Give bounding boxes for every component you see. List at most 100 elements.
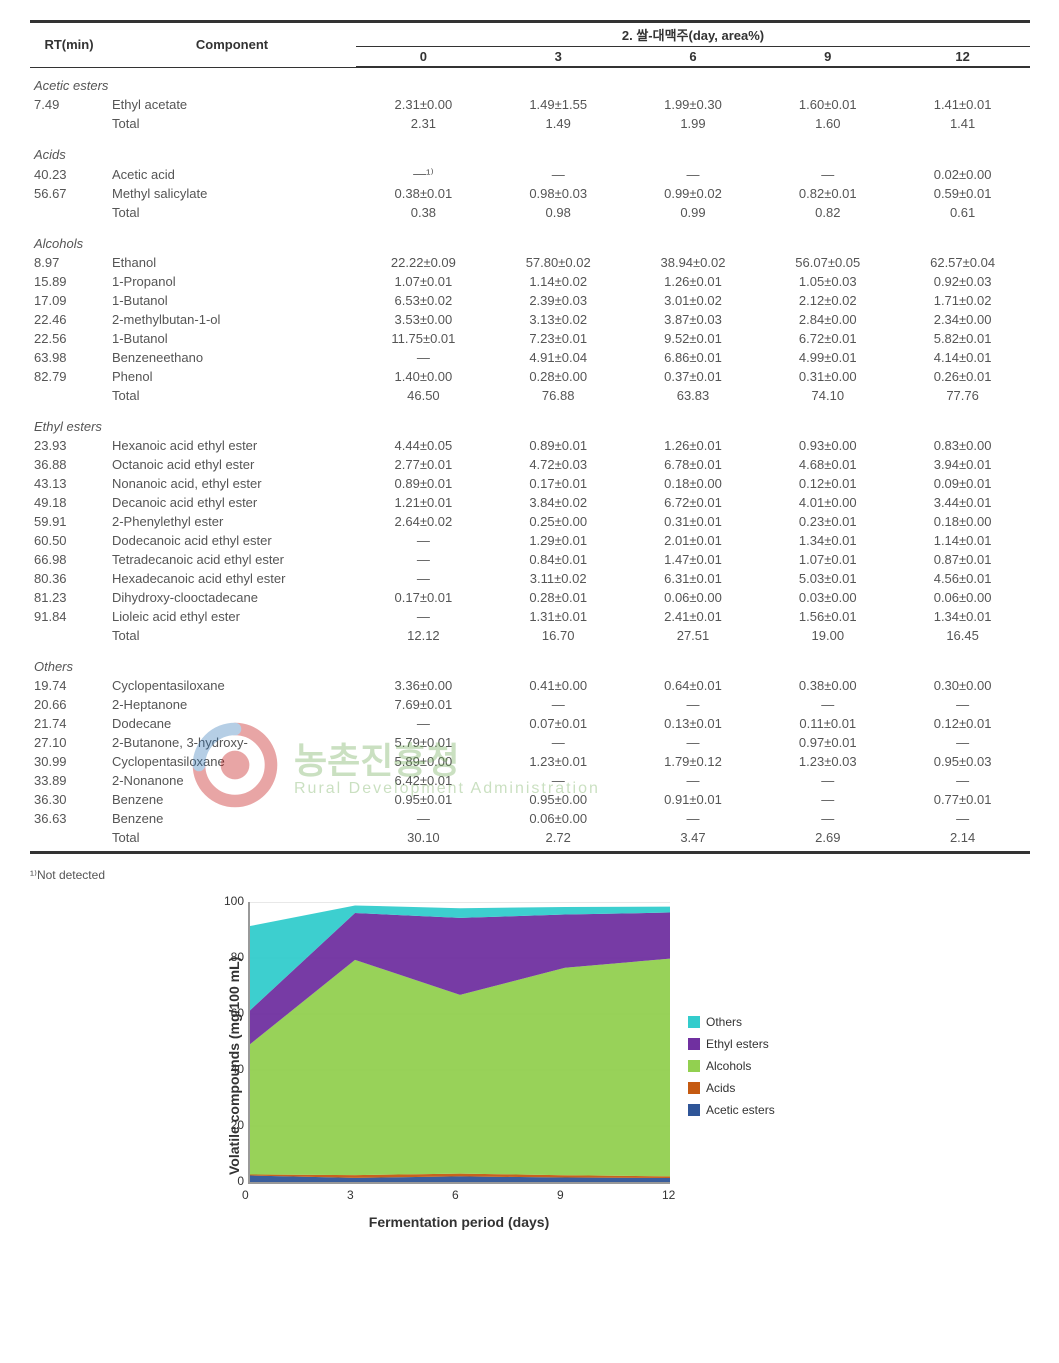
total-value: 74.10 [760, 386, 895, 409]
total-row: Total2.311.491.991.601.41 [30, 114, 1030, 137]
cell-value: 0.31±0.00 [760, 367, 895, 386]
total-value: 2.69 [760, 828, 895, 853]
total-row: Total0.380.980.990.820.61 [30, 203, 1030, 226]
cell-component: Methyl salicylate [108, 184, 356, 203]
cell-rt: 59.91 [30, 512, 108, 531]
chart-ytick: 60 [216, 1006, 244, 1020]
total-label: Total [108, 828, 356, 853]
cell-rt: 43.13 [30, 474, 108, 493]
table-row: 7.49Ethyl acetate2.31±0.001.49±1.551.99±… [30, 95, 1030, 114]
cell-value: 0.06±0.00 [626, 588, 761, 607]
cell-rt: 19.74 [30, 676, 108, 695]
cell-value: 0.06±0.00 [895, 588, 1030, 607]
cell-value: 3.11±0.02 [491, 569, 626, 588]
cell-value: — [491, 695, 626, 714]
cell-component: Cyclopentasiloxane [108, 752, 356, 771]
table-row: 36.88Octanoic acid ethyl ester2.77±0.014… [30, 455, 1030, 474]
cell-value: 1.41±0.01 [895, 95, 1030, 114]
table-row: 15.891-Propanol1.07±0.011.14±0.021.26±0.… [30, 272, 1030, 291]
cell-value: 3.36±0.00 [356, 676, 491, 695]
cell-value: 2.12±0.02 [760, 291, 895, 310]
chart-ytick: 0 [216, 1174, 244, 1188]
cell-value: — [626, 771, 761, 790]
cell-value: 6.31±0.01 [626, 569, 761, 588]
col-day: 9 [760, 47, 895, 68]
cell-value: 0.89±0.01 [356, 474, 491, 493]
cell-value: — [491, 164, 626, 184]
total-value: 76.88 [491, 386, 626, 409]
section-header: Alcohols [30, 226, 1030, 253]
cell-value: — [895, 695, 1030, 714]
legend-label: Others [706, 1015, 742, 1029]
table-row: 40.23Acetic acid—¹⁾———0.02±0.00 [30, 164, 1030, 184]
total-value: 0.99 [626, 203, 761, 226]
cell-value: 4.99±0.01 [760, 348, 895, 367]
cell-component: Benzene [108, 790, 356, 809]
cell-value: 0.95±0.00 [491, 790, 626, 809]
cell-value: — [895, 733, 1030, 752]
section-header: Others [30, 649, 1030, 676]
total-label: Total [108, 203, 356, 226]
cell-value: 0.09±0.01 [895, 474, 1030, 493]
cell-value: — [760, 809, 895, 828]
chart-ytick: 100 [216, 894, 244, 908]
cell-value: — [760, 771, 895, 790]
chart-xlabel: Fermentation period (days) [248, 1214, 670, 1230]
chart-xtick: 6 [452, 1188, 459, 1202]
cell-value: 1.29±0.01 [491, 531, 626, 550]
col-day: 12 [895, 47, 1030, 68]
table-row: 27.102-Butanone, 3-hydroxy-5.79±0.01——0.… [30, 733, 1030, 752]
table-row: 30.99Cyclopentasiloxane5.89±0.001.23±0.0… [30, 752, 1030, 771]
legend-item: Ethyl esters [688, 1037, 775, 1051]
total-row: Total46.5076.8863.8374.1077.76 [30, 386, 1030, 409]
cell-value: 0.17±0.01 [491, 474, 626, 493]
cell-component: 1-Propanol [108, 272, 356, 291]
cell-value: — [895, 771, 1030, 790]
cell-value: — [356, 569, 491, 588]
cell-value: 2.01±0.01 [626, 531, 761, 550]
cell-value: 0.82±0.01 [760, 184, 895, 203]
cell-value: — [356, 550, 491, 569]
cell-value: 0.92±0.03 [895, 272, 1030, 291]
cell-rt: 17.09 [30, 291, 108, 310]
cell-value: — [356, 348, 491, 367]
cell-rt: 56.67 [30, 184, 108, 203]
cell-value: 0.89±0.01 [491, 436, 626, 455]
total-row: Total30.102.723.472.692.14 [30, 828, 1030, 853]
cell-component: 2-Butanone, 3-hydroxy- [108, 733, 356, 752]
cell-value: 0.97±0.01 [760, 733, 895, 752]
cell-value: 4.91±0.04 [491, 348, 626, 367]
cell-component: Dodecane [108, 714, 356, 733]
total-value: 0.82 [760, 203, 895, 226]
cell-rt: 21.74 [30, 714, 108, 733]
table-row: 23.93Hexanoic acid ethyl ester4.44±0.050… [30, 436, 1030, 455]
cell-value: 11.75±0.01 [356, 329, 491, 348]
cell-rt: 63.98 [30, 348, 108, 367]
col-day: 0 [356, 47, 491, 68]
cell-value: 6.53±0.02 [356, 291, 491, 310]
table-row: 82.79Phenol1.40±0.000.28±0.000.37±0.010.… [30, 367, 1030, 386]
total-row: Total12.1216.7027.5119.0016.45 [30, 626, 1030, 649]
chart-svg [250, 902, 670, 1182]
cell-component: Tetradecanoic acid ethyl ester [108, 550, 356, 569]
cell-value: 0.12±0.01 [760, 474, 895, 493]
chart-xtick: 3 [347, 1188, 354, 1202]
cell-value: 1.14±0.02 [491, 272, 626, 291]
cell-value: 0.93±0.00 [760, 436, 895, 455]
cell-rt: 66.98 [30, 550, 108, 569]
cell-value: 0.13±0.01 [626, 714, 761, 733]
cell-value: 3.53±0.00 [356, 310, 491, 329]
cell-rt: 15.89 [30, 272, 108, 291]
cell-component: Decanoic acid ethyl ester [108, 493, 356, 512]
total-value: 77.76 [895, 386, 1030, 409]
cell-value: 0.07±0.01 [491, 714, 626, 733]
table-row: 22.561-Butanol11.75±0.017.23±0.019.52±0.… [30, 329, 1030, 348]
cell-value: 2.77±0.01 [356, 455, 491, 474]
cell-rt: 49.18 [30, 493, 108, 512]
total-value: 2.14 [895, 828, 1030, 853]
total-value: 2.31 [356, 114, 491, 137]
cell-value: 4.01±0.00 [760, 493, 895, 512]
cell-component: 2-Nonanone [108, 771, 356, 790]
cell-rt: 27.10 [30, 733, 108, 752]
table-row: 36.63Benzene—0.06±0.00——— [30, 809, 1030, 828]
